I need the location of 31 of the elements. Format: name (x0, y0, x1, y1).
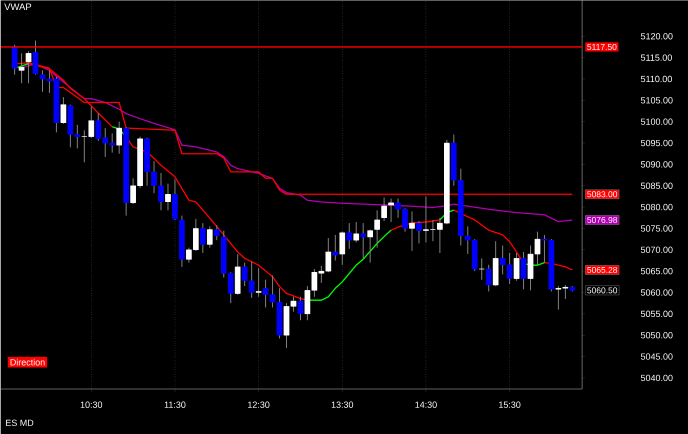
y-tick-label: 5105.00 (640, 97, 673, 104)
x-tick-label: 12:30 (248, 402, 270, 408)
y-tick-label: 5120.00 (640, 33, 673, 40)
data-label: 5076.98 (587, 217, 618, 223)
y-tick-label: 5065.00 (640, 268, 673, 274)
y-tick-label: 5060.00 (640, 289, 673, 296)
annotation: Direction (10, 358, 45, 366)
x-tick-label: 14:30 (415, 402, 437, 408)
y-tick-label: 5085.00 (640, 182, 673, 189)
x-tick-label: 15:30 (499, 402, 520, 408)
chart-title: VWAP (4, 4, 32, 10)
y-tick-label: 5050.00 (640, 332, 673, 338)
ref-line-label: 5117.50 (587, 44, 617, 50)
y-tick-label: 5100.00 (640, 118, 673, 125)
y-tick-label: 5075.00 (640, 225, 673, 232)
y-tick-label: 5080.00 (640, 204, 673, 210)
y-tick-label: 5070.00 (640, 246, 673, 253)
data-label: 5083.00 (587, 191, 618, 198)
y-tick-label: 5055.00 (640, 310, 673, 318)
text: ES MD (6, 420, 34, 426)
text: 5060.50 (587, 287, 618, 294)
y-tick-label: 5090.00 (640, 161, 673, 168)
y-tick-label: 5110.00 (640, 76, 672, 82)
x-tick-label: 13:30 (332, 402, 354, 408)
y-tick-label: 5040.00 (640, 374, 673, 382)
x-tick-label: 10:30 (80, 402, 102, 408)
y-tick-label: 5115.00 (640, 54, 672, 61)
x-tick-label: 11:30 (164, 402, 186, 408)
data-label: 5065.28 (587, 266, 618, 273)
y-tick-label: 5045.00 (640, 353, 673, 360)
y-tick-label: 5095.00 (640, 140, 673, 146)
